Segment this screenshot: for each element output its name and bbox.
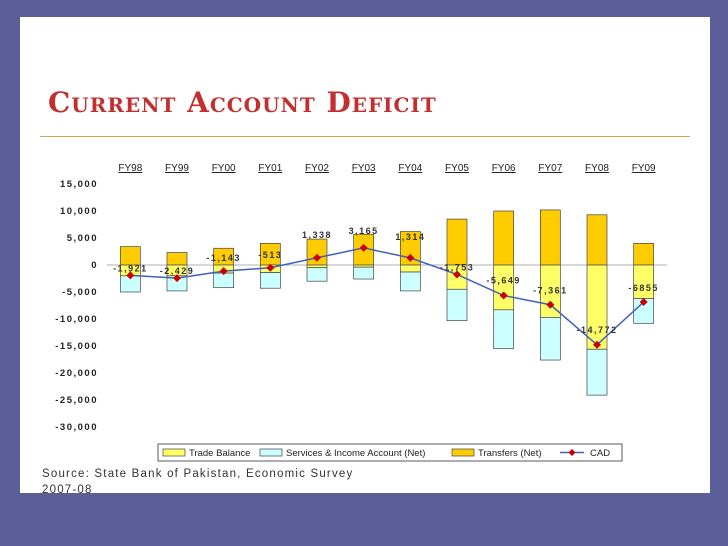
bar-services-income <box>446 288 468 321</box>
legend-swatch <box>162 448 186 457</box>
cad-line <box>130 247 645 346</box>
source-note: Source: State Bank of Pakistan, Economic… <box>42 468 354 496</box>
x-tick-label: FY00 <box>212 163 236 174</box>
data-label: -1,143 <box>206 253 241 263</box>
bar-trade-balance <box>399 264 421 273</box>
y-tick-label: -25,000 <box>55 395 98 406</box>
data-label: -5,649 <box>486 276 521 286</box>
bar-transfers <box>166 252 188 266</box>
data-label: 1,338 <box>302 230 332 240</box>
bar-transfers <box>119 246 141 266</box>
bar-services-income <box>493 309 515 350</box>
x-tick-label: FY08 <box>585 163 609 174</box>
x-tick-label: FY09 <box>632 163 656 174</box>
cad-point <box>126 271 135 280</box>
bar-trade-balance <box>586 264 608 350</box>
x-tick-label: FY02 <box>305 163 329 174</box>
bar-transfers <box>633 243 655 266</box>
y-tick-label: 0 <box>91 260 98 271</box>
data-label: -7,361 <box>533 286 568 296</box>
y-tick-label: 15,000 <box>60 179 98 190</box>
legend-swatch <box>451 448 475 457</box>
cad-point <box>219 267 228 276</box>
data-label: 1,314 <box>395 232 425 242</box>
bar-services-income <box>259 272 281 289</box>
title-divider <box>40 136 690 137</box>
bar-transfers <box>446 218 468 266</box>
legend-label: Transfers (Net) <box>478 448 542 459</box>
bar-transfers <box>586 214 608 266</box>
data-label: -1,921 <box>113 263 148 273</box>
x-tick-label: FY03 <box>352 163 376 174</box>
legend-label: CAD <box>590 448 610 459</box>
bar-transfers <box>493 210 515 266</box>
cad-point <box>266 263 275 272</box>
x-tick-label: FY06 <box>492 163 516 174</box>
bar-services-income <box>586 348 608 396</box>
x-tick-label: FY04 <box>398 163 422 174</box>
cad-point <box>639 298 648 307</box>
bar-services-income <box>539 317 561 361</box>
bar-services-income <box>213 272 235 289</box>
x-tick-label: FY99 <box>165 163 189 174</box>
bar-services-income <box>306 267 328 282</box>
cad-point <box>406 253 415 262</box>
cad-point <box>359 243 368 252</box>
bar-trade-balance <box>633 264 655 299</box>
bar-services-income <box>353 266 375 280</box>
legend-box <box>157 443 623 462</box>
cad-point <box>453 270 461 279</box>
cad-point <box>499 291 508 300</box>
data-label: -14,772 <box>576 325 617 335</box>
x-tick-label: FY98 <box>118 163 142 174</box>
legend-label: Services & Income Account (Net) <box>286 448 425 459</box>
cad-point <box>173 274 181 283</box>
x-tick-label: FY01 <box>258 163 282 174</box>
data-label: -2,429 <box>160 266 195 276</box>
cad-point <box>593 340 601 349</box>
bar-trade-balance <box>493 264 515 311</box>
legend-label: Trade Balance <box>189 448 250 459</box>
y-tick-label: 5,000 <box>67 233 98 244</box>
legend-swatch <box>259 448 283 457</box>
bar-trade-balance <box>306 264 328 269</box>
data-label: -1,753 <box>440 262 475 272</box>
bar-transfers <box>539 209 561 266</box>
cad-point <box>313 253 321 262</box>
data-label: -513 <box>258 250 282 260</box>
y-tick-label: -5,000 <box>62 287 98 298</box>
slide-title: Current Account Deficit <box>48 86 437 119</box>
bar-services-income <box>399 271 421 292</box>
legend-marker <box>568 449 576 456</box>
y-tick-label: -20,000 <box>55 368 98 379</box>
y-tick-label: -30,000 <box>55 422 98 433</box>
x-tick-label: FY07 <box>538 163 562 174</box>
x-tick-label: FY05 <box>445 163 469 174</box>
y-tick-label: -15,000 <box>55 341 98 352</box>
data-label: -6855 <box>628 283 659 293</box>
y-tick-label: -10,000 <box>55 314 98 325</box>
data-label: 3,165 <box>349 226 379 236</box>
cad-point <box>546 300 555 309</box>
y-tick-label: 10,000 <box>60 206 98 217</box>
